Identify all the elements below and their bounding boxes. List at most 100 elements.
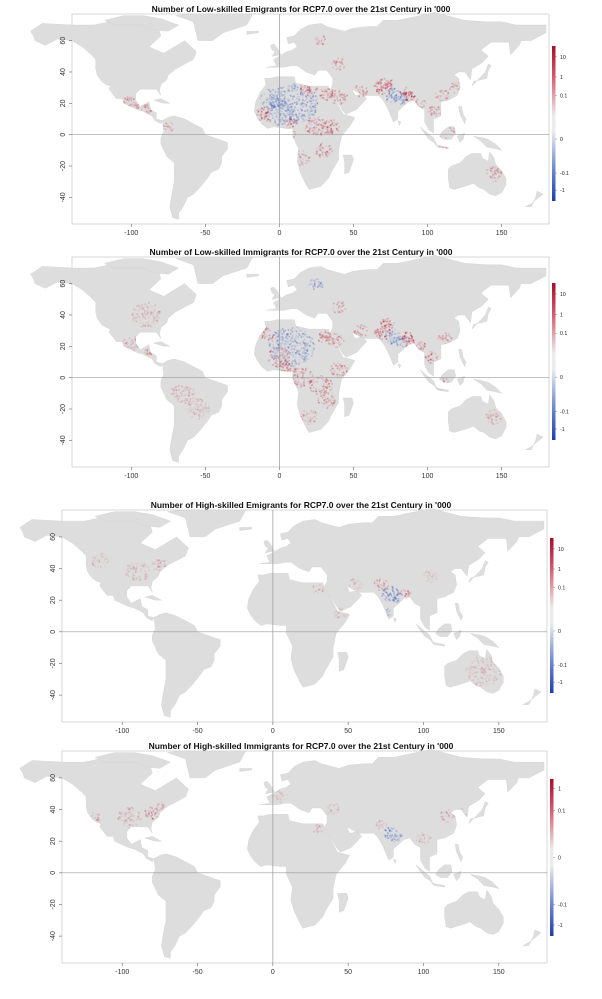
land-region: [337, 652, 349, 672]
x-tick-label: 50: [350, 230, 358, 237]
land-region: [393, 617, 397, 623]
y-tick-label: -20: [60, 404, 67, 414]
x-tick-label: -100: [124, 230, 138, 237]
land-region: [435, 864, 453, 878]
land-region: [434, 386, 449, 393]
land-region: [153, 98, 170, 104]
land-region: [19, 757, 189, 862]
map-plot: -100 -50 0 50 100 150 60 40 20 0 -20 -40 10 1 0.1 0 -0.1…: [19, 508, 567, 735]
legend-label: -1: [558, 923, 563, 929]
y-tick-label: 20: [60, 342, 67, 350]
legend-label: 10: [560, 292, 566, 298]
map-title: Number of Low-skilled Emigrants for RCP7…: [151, 4, 451, 14]
y-tick-label: 20: [50, 596, 57, 604]
legend-label: 1: [558, 786, 561, 792]
land-region: [419, 369, 437, 388]
land-region: [471, 63, 492, 87]
map-plot: -100 -50 0 50 100 150 60 40 20 0 -20 -40 10 1 0.1 0 -0.1…: [30, 12, 569, 237]
y-tick-label: 0: [60, 376, 67, 380]
land-region: [30, 263, 197, 367]
legend-label: -1: [560, 427, 565, 433]
land-region: [94, 511, 171, 528]
x-tick-label: -100: [124, 473, 138, 480]
y-tick-label: 60: [60, 37, 67, 45]
x-tick-label: -50: [200, 473, 210, 480]
land-region: [435, 623, 453, 637]
land-region: [430, 882, 445, 888]
x-tick-label: 150: [493, 728, 505, 735]
land-region: [434, 143, 449, 150]
land-region: [342, 397, 354, 418]
x-tick-label: 150: [496, 230, 508, 237]
land-region: [525, 190, 544, 207]
y-tick-label: -40: [60, 435, 67, 445]
x-tick-label: -100: [115, 728, 129, 735]
land-region: [453, 870, 462, 882]
land-region: [239, 768, 252, 772]
x-tick-label: 100: [418, 969, 430, 976]
land-region: [342, 154, 354, 175]
land-region: [266, 255, 547, 377]
y-tick-label: 60: [60, 280, 67, 288]
land-region: [415, 623, 433, 642]
y-tick-label: -20: [60, 161, 67, 171]
map-title: Number of High-skilled Immigrants for RC…: [148, 741, 454, 751]
land-region: [175, 256, 254, 284]
x-tick-label: -50: [200, 230, 210, 237]
land-region: [167, 750, 247, 779]
y-tick-label: 20: [60, 99, 67, 107]
legend-colorbar: [552, 283, 556, 440]
land-region: [153, 341, 170, 347]
x-tick-label: 50: [350, 473, 358, 480]
land-region: [19, 516, 189, 621]
land-region: [104, 15, 180, 32]
land-region: [454, 603, 463, 622]
land-region: [470, 874, 500, 889]
legend-label: 1: [560, 312, 563, 318]
y-tick-label: -20: [50, 658, 57, 668]
land-region: [454, 844, 463, 863]
x-tick-label: -50: [192, 728, 202, 735]
land-region: [430, 641, 445, 647]
land-region: [263, 539, 275, 553]
land-region: [439, 369, 456, 383]
land-region: [270, 43, 282, 57]
y-tick-label: 60: [50, 533, 57, 541]
x-tick-label: 0: [277, 230, 281, 237]
land-region: [160, 358, 228, 463]
map-title: Number of Low-skilled Immigrants for RCP…: [149, 247, 453, 257]
x-tick-label: 100: [422, 230, 434, 237]
land-region: [439, 126, 456, 140]
land-region: [175, 13, 254, 41]
land-region: [393, 858, 397, 864]
land-region: [30, 20, 197, 124]
y-tick-label: 0: [60, 133, 67, 137]
x-tick-label: 100: [422, 473, 434, 480]
land-region: [473, 136, 503, 151]
y-tick-label: 40: [60, 68, 67, 76]
legend-colorbar: [552, 46, 556, 201]
y-tick-label: -20: [50, 899, 57, 909]
land-region: [397, 363, 402, 369]
y-tick-label: 20: [50, 837, 57, 845]
x-tick-label: 150: [496, 473, 508, 480]
land-region: [522, 688, 542, 705]
legend-label: -1: [560, 188, 565, 194]
value-speckle: [89, 789, 467, 845]
legend-label: 10: [558, 547, 564, 553]
legend-label: -0.1: [560, 171, 569, 177]
land-region: [259, 508, 545, 631]
land-region: [456, 375, 465, 386]
value-speckle: [122, 278, 503, 426]
land-region: [415, 864, 433, 883]
y-tick-label: -40: [60, 192, 67, 202]
land-region: [246, 31, 259, 35]
land-region: [448, 151, 507, 197]
legend-label: -0.1: [560, 410, 569, 416]
land-region: [94, 752, 171, 769]
value-speckle: [91, 552, 502, 687]
land-region: [144, 595, 162, 601]
y-tick-label: 0: [50, 871, 57, 875]
y-tick-label: 0: [50, 630, 57, 634]
legend-label: 0: [558, 856, 561, 862]
